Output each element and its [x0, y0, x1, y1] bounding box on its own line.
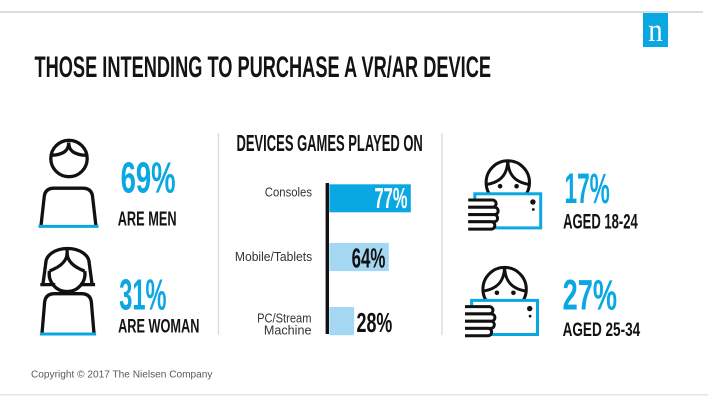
svg-text:ARE MEN: ARE MEN	[118, 209, 177, 231]
svg-text:PC/Stream: PC/Stream	[257, 311, 311, 326]
svg-text:Consoles: Consoles	[265, 185, 313, 200]
svg-text:AGED 25-34: AGED 25-34	[563, 319, 641, 341]
svg-text:ARE WOMAN: ARE WOMAN	[118, 315, 199, 337]
svg-text:Mobile/Tablets: Mobile/Tablets	[235, 249, 313, 264]
svg-text:69%: 69%	[121, 154, 176, 203]
svg-text:28%: 28%	[357, 307, 393, 338]
svg-text:31%: 31%	[119, 272, 166, 320]
svg-text:n: n	[648, 13, 663, 49]
svg-text:AGED 18-24: AGED 18-24	[563, 210, 638, 233]
svg-text:THOSE INTENDING TO PURCHASE A: THOSE INTENDING TO PURCHASE A VR/AR DEVI…	[35, 52, 492, 84]
svg-text:64%: 64%	[352, 242, 386, 273]
svg-text:77%: 77%	[375, 183, 408, 215]
svg-text:Copyright © 2017 The Nielsen C: Copyright © 2017 The Nielsen Company	[31, 370, 213, 381]
svg-text:17%: 17%	[565, 165, 610, 213]
svg-text:Machine: Machine	[264, 322, 312, 337]
svg-text:27%: 27%	[563, 272, 617, 319]
svg-text:DEVICES GAMES PLAYED ON: DEVICES GAMES PLAYED ON	[237, 130, 423, 156]
